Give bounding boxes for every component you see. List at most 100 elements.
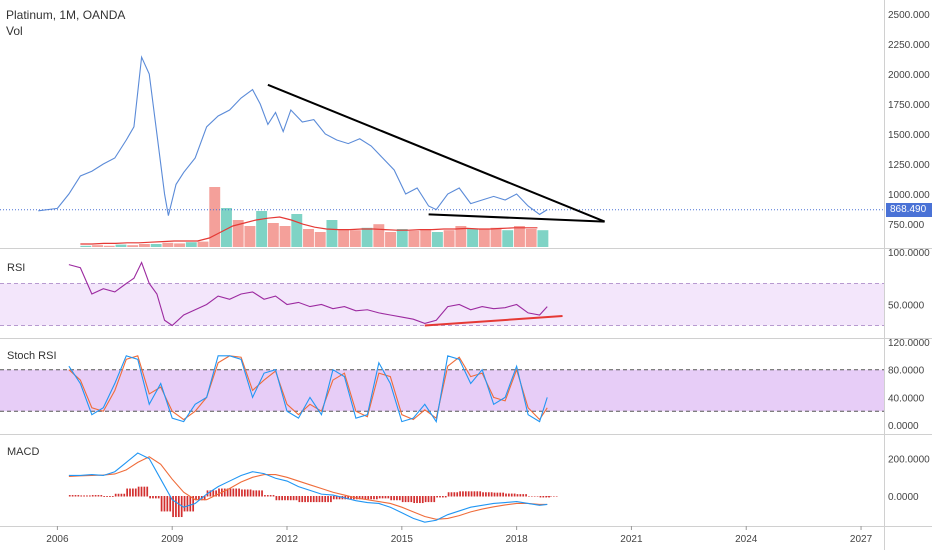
macd-histogram-bar bbox=[226, 488, 229, 497]
macd-histogram-bar bbox=[413, 496, 416, 504]
volume-bar bbox=[221, 208, 232, 247]
macd-histogram-bar bbox=[332, 496, 335, 500]
macd-histogram-bar bbox=[401, 496, 404, 503]
volume-bar bbox=[467, 229, 479, 247]
macd-histogram-bar bbox=[169, 496, 172, 512]
volume-bar bbox=[174, 243, 186, 247]
macd-histogram-bar bbox=[482, 492, 484, 497]
stoch-d-line bbox=[68, 355, 548, 421]
macd-histogram-bar bbox=[462, 491, 464, 497]
volume-bar bbox=[80, 245, 92, 247]
macd-histogram-bar bbox=[555, 496, 558, 497]
macd-histogram-bar bbox=[103, 496, 106, 497]
volume-bar bbox=[138, 244, 150, 247]
macd-histogram-bar bbox=[80, 495, 83, 497]
macd-histogram-bar bbox=[436, 496, 438, 498]
macd-histogram-bar bbox=[505, 493, 507, 497]
volume-bar bbox=[431, 232, 443, 247]
macd-line bbox=[68, 452, 548, 523]
macd-histogram-bar bbox=[315, 496, 318, 503]
macd-histogram-bar bbox=[493, 492, 496, 497]
x-tick-label: 2027 bbox=[850, 534, 873, 545]
x-tick-label: 2018 bbox=[505, 534, 528, 545]
macd-histogram-bar bbox=[453, 492, 456, 497]
volume-bar bbox=[291, 214, 303, 247]
macd-histogram-bar bbox=[552, 496, 555, 497]
macd-histogram-bar bbox=[485, 492, 487, 497]
macd-histogram-bar bbox=[74, 495, 77, 497]
macd-histogram-bar bbox=[442, 496, 444, 498]
macd-histogram-bar bbox=[258, 490, 261, 497]
volume-bar bbox=[162, 242, 174, 247]
volume-bar bbox=[244, 226, 256, 247]
macd-histogram-bar bbox=[467, 491, 470, 497]
macd-histogram-bar bbox=[223, 488, 226, 497]
volume-bar bbox=[303, 229, 314, 247]
macd-histogram-bar bbox=[278, 496, 281, 501]
macd-histogram-bar bbox=[499, 492, 502, 497]
macd-histogram-bar bbox=[134, 488, 137, 497]
macd-histogram-bar bbox=[536, 496, 539, 497]
macd-histogram-bar bbox=[513, 493, 516, 497]
macd-histogram-bar bbox=[284, 496, 286, 501]
macd-histogram-bar bbox=[91, 495, 94, 497]
macd-histogram-bar bbox=[189, 496, 192, 512]
macd-histogram-bar bbox=[533, 496, 536, 497]
volume-bar bbox=[420, 229, 432, 247]
macd-histogram-bar bbox=[198, 496, 200, 501]
price-tick-label: 1750.000 bbox=[888, 100, 930, 111]
volume-bar bbox=[314, 232, 326, 247]
x-tick-label: 2021 bbox=[620, 534, 643, 545]
macd-histogram-bar bbox=[264, 495, 266, 497]
macd-histogram-bar bbox=[88, 495, 91, 497]
macd-histogram-bar bbox=[327, 496, 329, 503]
volume-bar bbox=[408, 230, 420, 247]
macd-histogram-bar bbox=[157, 496, 160, 499]
price-tick-label: 750.000 bbox=[888, 220, 925, 231]
macd-histogram-bar bbox=[456, 492, 459, 497]
macd-histogram-bar bbox=[321, 496, 324, 503]
macd-histogram-bar bbox=[146, 486, 149, 497]
macd-histogram-bar bbox=[347, 496, 350, 500]
volume-bar bbox=[209, 187, 221, 247]
macd-histogram-bar bbox=[129, 488, 131, 497]
macd-histogram-bar bbox=[160, 496, 163, 512]
macd-histogram-bar bbox=[309, 496, 312, 503]
macd-histogram-bar bbox=[307, 496, 309, 503]
macd-histogram-bar bbox=[272, 495, 275, 497]
macd-histogram-bar bbox=[195, 496, 197, 501]
macd-histogram-bar bbox=[301, 496, 304, 503]
macd-histogram-bar bbox=[324, 496, 327, 503]
macd-histogram-bar bbox=[378, 496, 381, 499]
macd-histogram-bar bbox=[375, 496, 378, 500]
rsi-tick-label: 50.0000 bbox=[888, 301, 925, 312]
macd-histogram-bar bbox=[364, 496, 367, 500]
macd-histogram-bar bbox=[390, 496, 393, 501]
macd-histogram-bar bbox=[410, 496, 413, 503]
macd-histogram-bar bbox=[312, 496, 315, 503]
macd-histogram-bar bbox=[94, 495, 97, 497]
macd-histogram-bar bbox=[548, 496, 550, 498]
volume-bar bbox=[525, 229, 537, 247]
macd-histogram-bar bbox=[252, 490, 255, 497]
macd-histogram-bar bbox=[350, 496, 352, 500]
macd-histogram-bar bbox=[71, 495, 74, 497]
macd-histogram-bar bbox=[235, 488, 238, 497]
stoch-tick-label: 80.0000 bbox=[888, 366, 925, 377]
macd-histogram-bar bbox=[249, 489, 252, 497]
macd-histogram-bar bbox=[404, 496, 407, 503]
macd-histogram-bar bbox=[490, 492, 493, 497]
macd-histogram-bar bbox=[77, 495, 80, 497]
volume-bar bbox=[361, 227, 373, 247]
volume-bar bbox=[349, 230, 361, 247]
volume-bar bbox=[455, 226, 467, 247]
macd-histogram-bar bbox=[163, 496, 166, 512]
volume-bar bbox=[396, 229, 408, 247]
macd-histogram-bar bbox=[86, 495, 88, 497]
stoch-k-line bbox=[68, 355, 548, 424]
macd-label: MACD bbox=[7, 446, 40, 458]
macd-histogram-bar bbox=[519, 494, 522, 497]
price-tick-label: 1500.000 bbox=[888, 130, 930, 141]
volume-bar bbox=[256, 211, 268, 247]
macd-histogram-bar bbox=[209, 490, 212, 497]
